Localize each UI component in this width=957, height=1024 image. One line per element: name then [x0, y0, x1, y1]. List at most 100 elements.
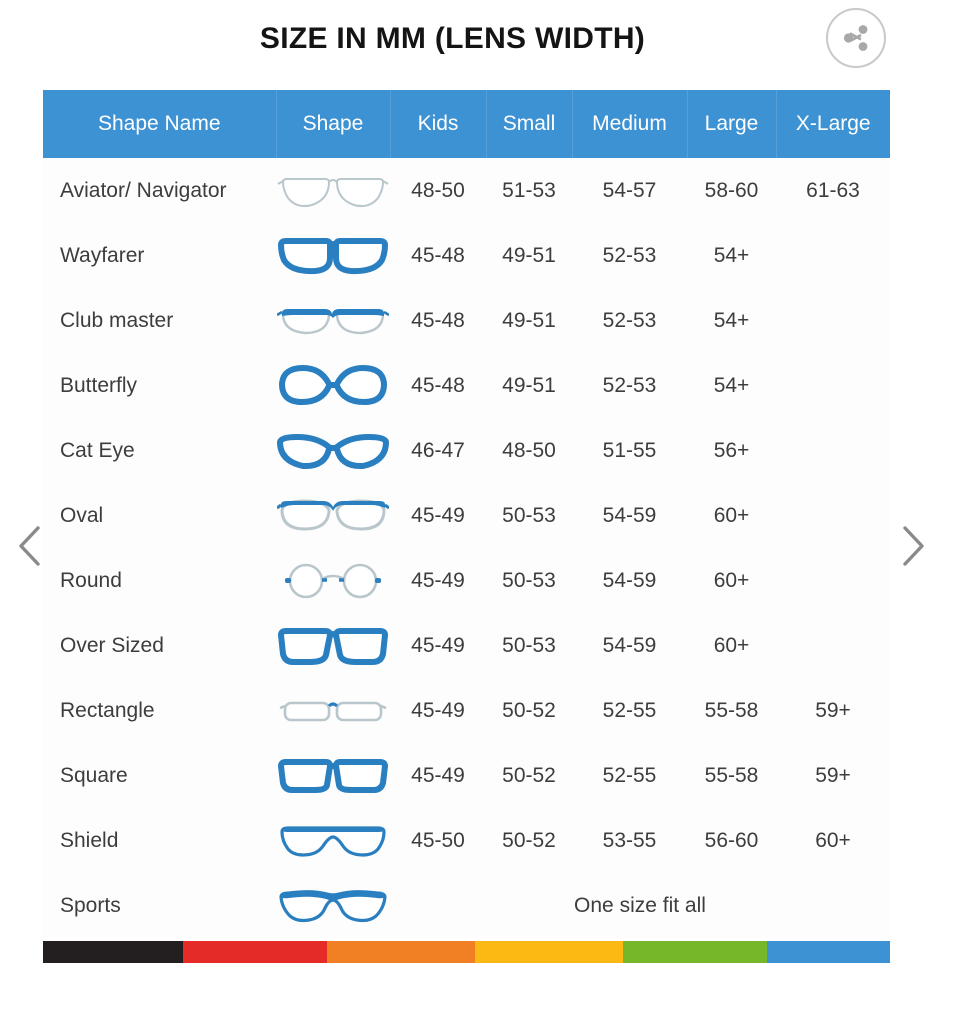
one-size-fit-all-cell: One size fit all [390, 873, 890, 938]
cateye-glasses-icon [276, 429, 390, 473]
size-cell-kids: 48-50 [390, 158, 486, 223]
carousel-prev-button[interactable] [8, 518, 56, 574]
aviator-glasses-icon [276, 169, 390, 213]
size-cell-xlarge [776, 353, 890, 418]
square-glasses-icon [276, 754, 390, 798]
size-cell-large: 55-58 [687, 678, 776, 743]
color-bar-segment-red [182, 941, 327, 963]
size-cell-small: 50-52 [486, 743, 572, 808]
column-header-medium[interactable]: Medium [572, 90, 688, 158]
page-title: SIZE IN MM (LENS WIDTH) [259, 22, 646, 55]
size-chart-table: Shape Name Shape Kids Small Medium Large… [43, 90, 890, 938]
column-header-shape[interactable]: Shape [276, 90, 391, 158]
size-cell-large: 55-58 [687, 743, 776, 808]
shape-illustration-cell [276, 548, 390, 613]
size-cell-small: 49-51 [486, 223, 572, 288]
carousel-next-button[interactable] [888, 518, 936, 574]
size-cell-small: 50-52 [486, 678, 572, 743]
column-header-shape-name[interactable]: Shape Name [43, 90, 277, 158]
size-cell-xlarge [776, 418, 890, 483]
size-cell-xlarge: 59+ [776, 743, 890, 808]
size-cell-xlarge [776, 483, 890, 548]
chevron-left-icon [19, 526, 40, 566]
table-row: Sports One size fit all [43, 873, 890, 938]
title-bar: SIZE IN MM (LENS WIDTH) [0, 0, 957, 84]
color-bar [43, 941, 890, 963]
size-cell-kids: 45-48 [390, 223, 486, 288]
column-header-xlarge[interactable]: X-Large [776, 90, 890, 158]
size-cell-kids: 45-49 [390, 678, 486, 743]
shape-name-cell: Rectangle [43, 678, 276, 743]
size-cell-small: 50-53 [486, 548, 572, 613]
table-row: Rectangle 45-49 50-52 52-55 55-58 59+ [43, 678, 890, 743]
shape-name-cell: Cat Eye [43, 418, 276, 483]
size-cell-large: 54+ [687, 288, 776, 353]
shape-illustration-cell [276, 288, 390, 353]
size-cell-kids: 45-49 [390, 613, 486, 678]
shape-name-cell: Round [43, 548, 276, 613]
shape-illustration-cell [276, 808, 390, 873]
shape-name-cell: Wayfarer [43, 223, 276, 288]
shape-illustration-cell [276, 483, 390, 548]
size-cell-small: 50-52 [486, 808, 572, 873]
table-row: Wayfarer 45-48 49-51 52-53 54+ [43, 223, 890, 288]
color-bar-segment-black [43, 941, 183, 963]
shape-illustration-cell [276, 873, 390, 938]
size-cell-xlarge [776, 223, 890, 288]
size-cell-large: 60+ [687, 483, 776, 548]
color-bar-segment-blue [767, 941, 890, 963]
column-header-kids[interactable]: Kids [390, 90, 487, 158]
size-cell-kids: 45-50 [390, 808, 486, 873]
size-cell-large: 56-60 [687, 808, 776, 873]
shape-illustration-cell [276, 678, 390, 743]
size-cell-kids: 45-49 [390, 743, 486, 808]
chevron-right-icon [903, 526, 924, 566]
table-row: Butterfly 45-48 49-51 52-53 54+ [43, 353, 890, 418]
shape-illustration-cell [276, 418, 390, 483]
butterfly-glasses-icon [276, 364, 390, 408]
table-row: Club master 45-48 49-51 52-53 54+ [43, 288, 890, 353]
size-cell-medium: 53-55 [572, 808, 687, 873]
size-cell-small: 50-53 [486, 613, 572, 678]
shape-illustration-cell [276, 743, 390, 808]
size-cell-medium: 54-57 [572, 158, 687, 223]
shape-name-cell: Oval [43, 483, 276, 548]
shape-name-cell: Over Sized [43, 613, 276, 678]
table-row: Over Sized 45-49 50-53 54-59 60+ [43, 613, 890, 678]
column-header-small[interactable]: Small [486, 90, 573, 158]
size-cell-medium: 52-55 [572, 743, 687, 808]
color-bar-segment-orange [326, 941, 475, 963]
size-cell-medium: 54-59 [572, 548, 687, 613]
size-cell-small: 49-51 [486, 353, 572, 418]
table-row: Aviator/ Navigator 48-50 51-53 54-57 58-60 61… [43, 158, 890, 223]
table-row: Square 45-49 50-52 52-55 55-58 59+ [43, 743, 890, 808]
size-cell-large: 60+ [687, 613, 776, 678]
size-cell-kids: 45-48 [390, 353, 486, 418]
shape-name-cell: Square [43, 743, 276, 808]
shape-name-cell: Club master [43, 288, 276, 353]
shape-illustration-cell [276, 353, 390, 418]
size-cell-kids: 46-47 [390, 418, 486, 483]
shape-illustration-cell [276, 158, 390, 223]
size-cell-large: 58-60 [687, 158, 776, 223]
size-cell-medium: 52-53 [572, 223, 687, 288]
size-cell-small: 48-50 [486, 418, 572, 483]
size-cell-kids: 45-49 [390, 483, 486, 548]
sports-glasses-icon [276, 884, 390, 928]
shape-illustration-cell [276, 613, 390, 678]
table-body: Aviator/ Navigator 48-50 51-53 54-57 58-60 61… [43, 158, 890, 938]
size-cell-small: 49-51 [486, 288, 572, 353]
shape-name-cell: Sports [43, 873, 276, 938]
size-cell-xlarge [776, 548, 890, 613]
size-cell-large: 54+ [687, 223, 776, 288]
size-cell-large: 60+ [687, 548, 776, 613]
table-row: Oval 45-49 50-53 54-59 60+ [43, 483, 890, 548]
column-header-large[interactable]: Large [687, 90, 777, 158]
size-cell-xlarge [776, 288, 890, 353]
size-cell-kids: 45-49 [390, 548, 486, 613]
color-bar-segment-yellow [474, 941, 624, 963]
size-cell-xlarge: 60+ [776, 808, 890, 873]
size-cell-kids: 45-48 [390, 288, 486, 353]
shape-illustration-cell [276, 223, 390, 288]
share-button[interactable] [826, 8, 886, 68]
